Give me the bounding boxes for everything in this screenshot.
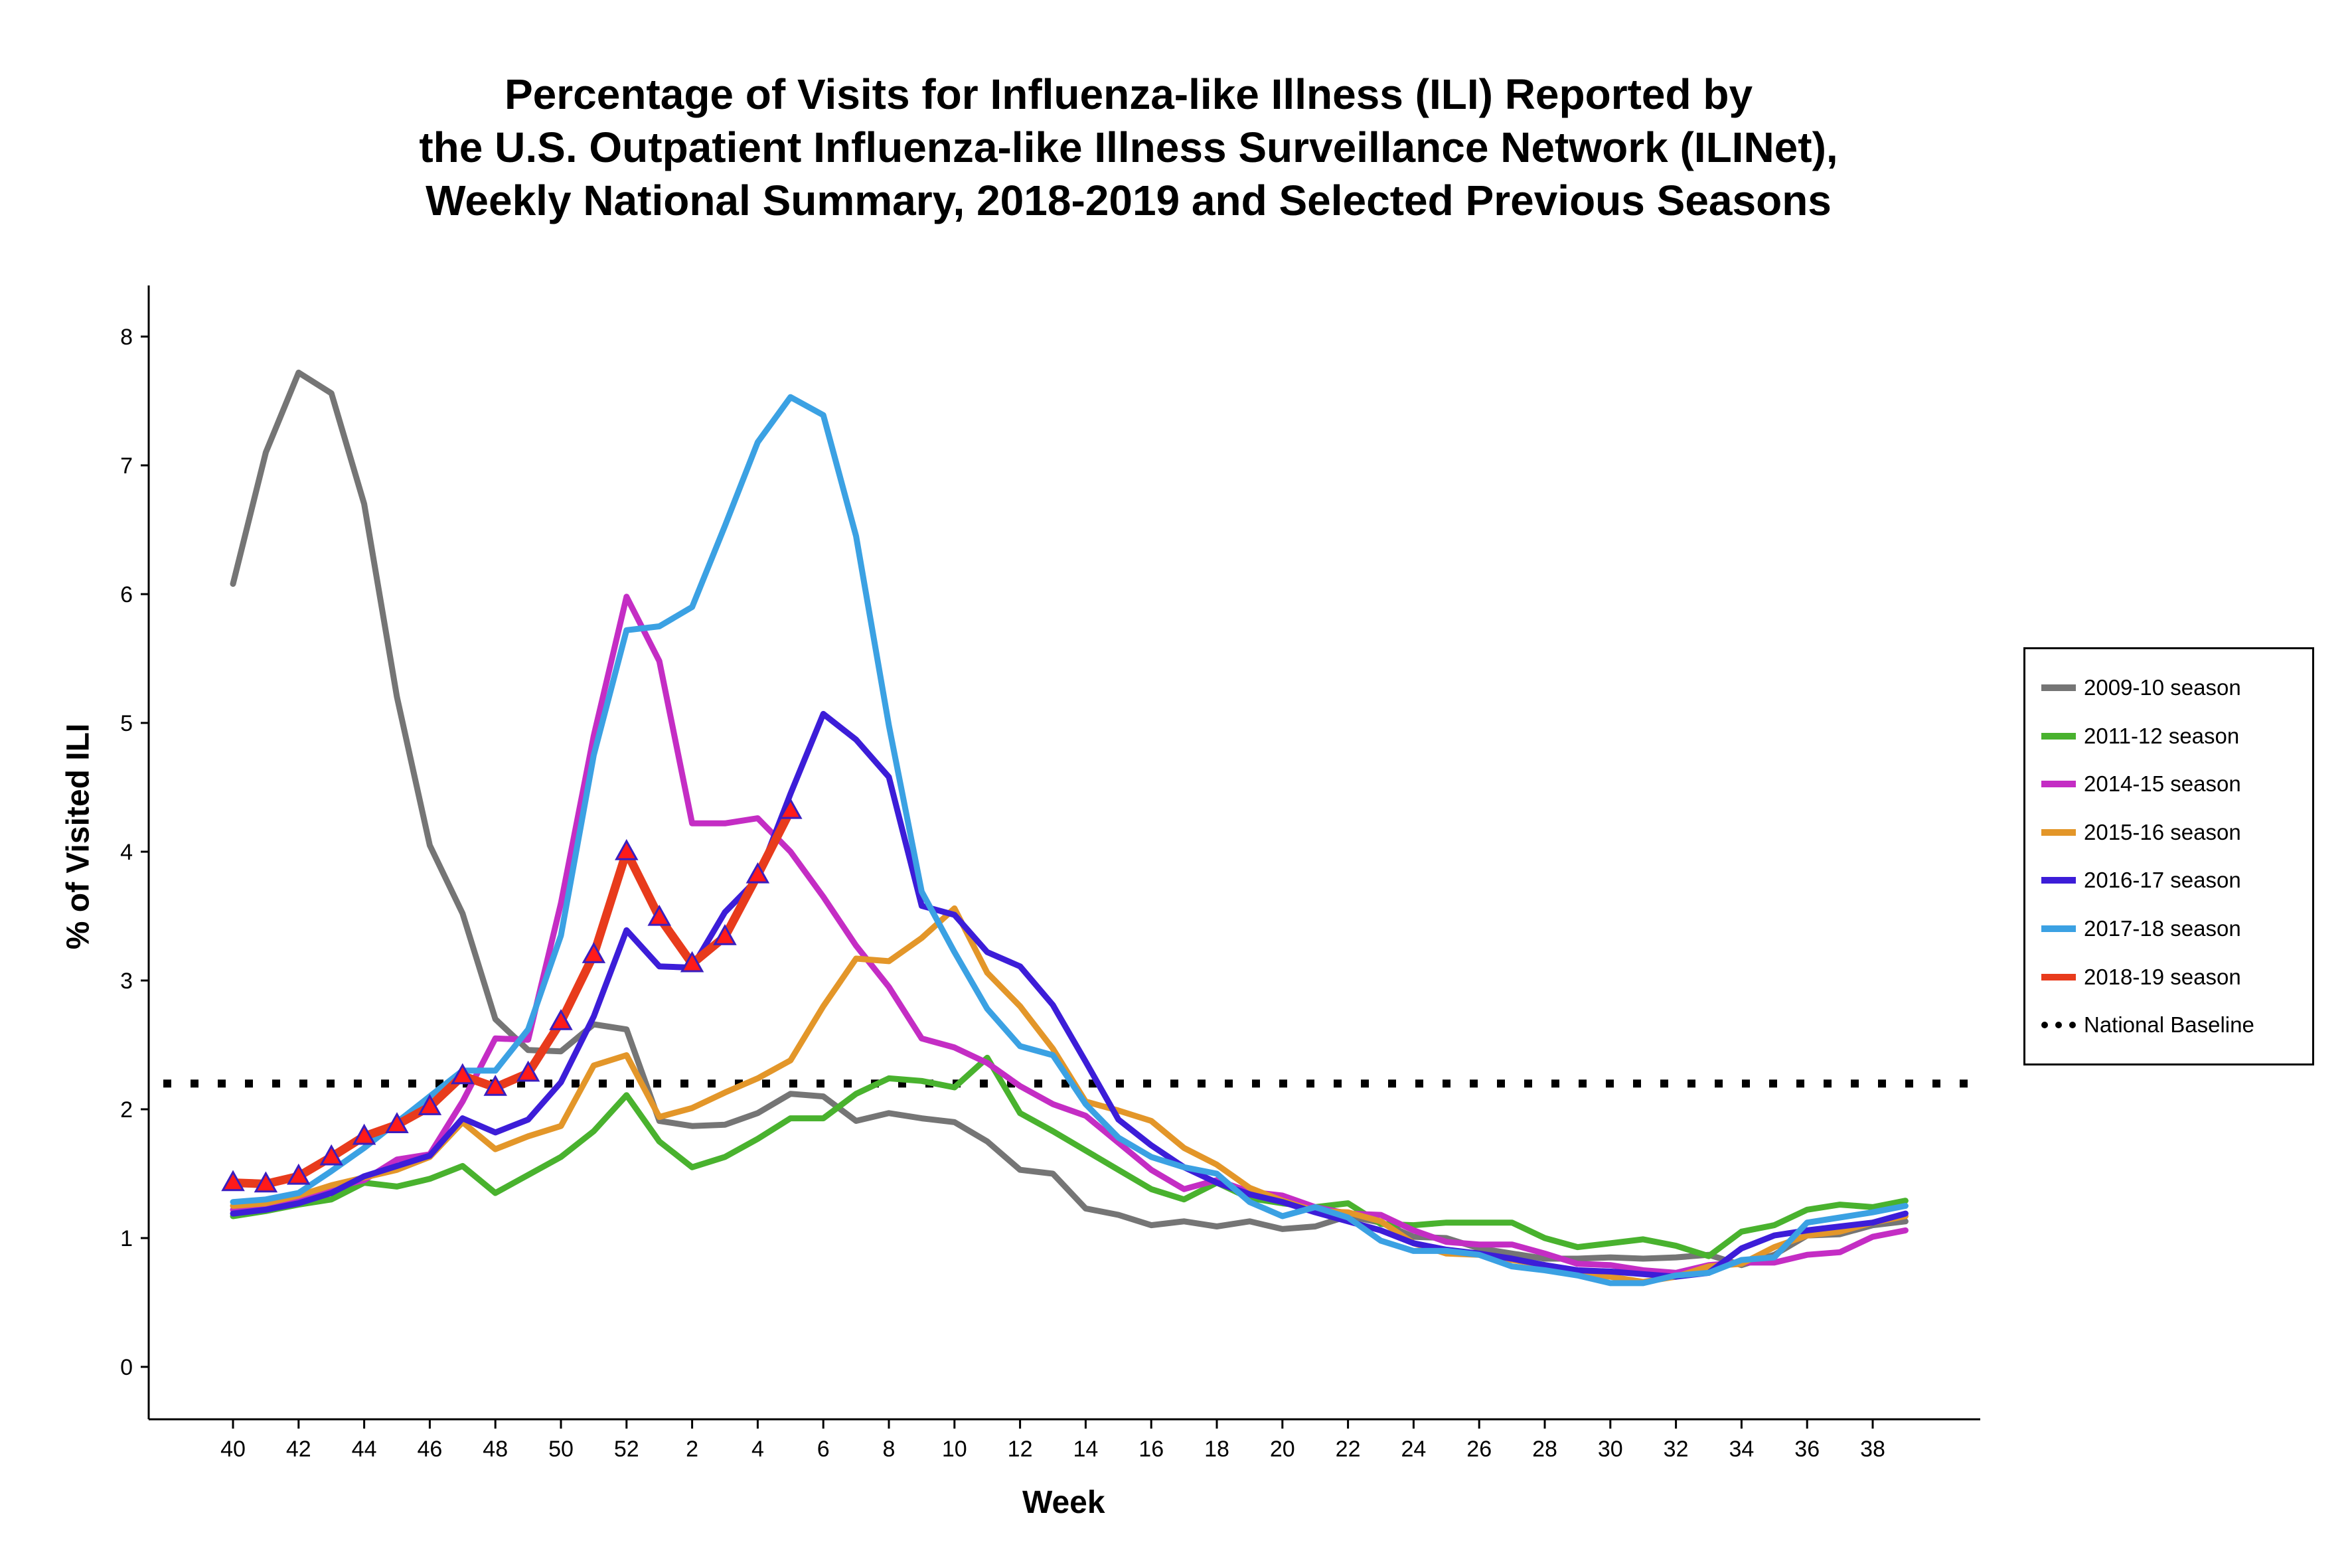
legend-item: 2014-15 season (2041, 771, 2241, 797)
data-point-marker (745, 862, 770, 884)
data-point-marker (582, 942, 606, 963)
legend-swatch (2041, 973, 2076, 980)
data-point-marker (254, 1171, 278, 1193)
legend-item: 2018-19 season (2041, 964, 2241, 990)
series-line-2014-15-season (230, 593, 1909, 1276)
legend-swatch (2041, 828, 2076, 836)
data-point-marker (483, 1074, 507, 1096)
data-point-marker (451, 1063, 475, 1085)
data-point-marker (385, 1112, 409, 1133)
series-layer (228, 369, 1909, 1287)
data-point-marker (779, 797, 803, 819)
x-tick-label: 8 (883, 1437, 896, 1462)
x-tick-label: 42 (286, 1437, 311, 1462)
chart-title-line-1: Percentage of Visits for Influenza-like … (504, 70, 1753, 118)
data-point-marker (319, 1144, 343, 1166)
x-tick-label: 4 (751, 1437, 764, 1462)
legend-item: 2009-10 season (2041, 674, 2241, 701)
y-tick-label: 3 (120, 969, 133, 994)
x-tick-label: 6 (817, 1437, 830, 1462)
data-point-marker (516, 1060, 540, 1082)
marker-layer (221, 797, 803, 1193)
legend-label: 2018-19 season (2084, 964, 2241, 989)
chart-title-line-2: the U.S. Outpatient Influenza-like Illne… (419, 123, 1838, 171)
legend-swatch (2041, 732, 2076, 740)
x-tick-label: 18 (1204, 1437, 1229, 1462)
y-tick-label: 6 (120, 582, 133, 607)
y-tick-label: 2 (120, 1097, 133, 1123)
legend-label: 2014-15 season (2084, 771, 2241, 797)
x-axis-title: Week (1022, 1485, 1105, 1520)
legend-item: National Baseline (2041, 1012, 2254, 1038)
data-point-marker (549, 1009, 573, 1030)
data-point-marker (713, 923, 737, 945)
data-point-marker (287, 1163, 311, 1185)
chart-title-line-3: Weekly National Summary, 2018-2019 and S… (426, 177, 1832, 224)
data-point-marker (680, 951, 704, 973)
series-line-2011-12-season (230, 1054, 1909, 1259)
x-tick-label: 2 (686, 1437, 698, 1462)
y-tick-label: 1 (120, 1226, 133, 1251)
x-tick-label: 50 (548, 1437, 574, 1462)
x-tick-label: 34 (1729, 1437, 1754, 1462)
x-tick-label: 20 (1270, 1437, 1295, 1462)
data-point-marker (221, 1170, 245, 1192)
y-tick-label: 5 (120, 711, 133, 736)
y-tick-label: 4 (120, 840, 133, 865)
x-tick-label: 14 (1073, 1437, 1098, 1462)
legend-label: National Baseline (2084, 1012, 2254, 1038)
y-axis-title: % of Visited ILI (60, 723, 96, 950)
x-tick-label: 22 (1336, 1437, 1361, 1462)
legend-label: 2009-10 season (2084, 675, 2241, 700)
legend-swatch (2041, 877, 2076, 884)
x-tick-label: 12 (1008, 1437, 1033, 1462)
x-tick-label: 38 (1860, 1437, 1885, 1462)
series-line-2015-16-season (230, 905, 1909, 1285)
x-tick-label: 44 (352, 1437, 377, 1462)
y-tick-label: 7 (120, 453, 133, 479)
data-point-marker (615, 838, 639, 860)
data-point-marker (352, 1123, 376, 1145)
y-tick-label: 8 (120, 325, 133, 350)
legend-label: 2011-12 season (2084, 723, 2240, 748)
legend-swatch (2041, 925, 2076, 932)
legend-item: 2016-17 season (2041, 867, 2241, 894)
x-tick-label: 16 (1138, 1437, 1164, 1462)
legend-label: 2015-16 season (2084, 819, 2241, 844)
x-tick-label: 28 (1532, 1437, 1557, 1462)
legend-baseline-swatch (2041, 1022, 2076, 1029)
data-point-marker (647, 904, 671, 926)
x-tick-label: 40 (220, 1437, 246, 1462)
legend-swatch (2041, 781, 2076, 788)
x-tick-label: 36 (1794, 1437, 1820, 1462)
legend: 2009-10 season 2011-12 season 2014-15 seas… (2023, 647, 2314, 1065)
series-line-2009-10-season (230, 369, 1909, 1269)
x-tick-label: 48 (483, 1437, 508, 1462)
x-tick-label: 52 (614, 1437, 639, 1462)
legend-item: 2015-16 season (2041, 819, 2241, 846)
legend-item: 2011-12 season (2041, 723, 2239, 749)
y-tick-label: 0 (120, 1355, 133, 1380)
x-tick-label: 10 (942, 1437, 967, 1462)
x-tick-label: 32 (1664, 1437, 1689, 1462)
legend-swatch (2041, 684, 2076, 691)
x-tick-label: 30 (1598, 1437, 1623, 1462)
x-tick-label: 26 (1466, 1437, 1492, 1462)
chart-title: Percentage of Visits for Influenza-like … (0, 68, 2257, 227)
legend-label: 2016-17 season (2084, 868, 2241, 893)
series-line-2017-18-season (230, 394, 1909, 1287)
series-line-2016-17-season (230, 710, 1909, 1280)
legend-item: 2017-18 season (2041, 915, 2241, 942)
x-tick-label: 46 (417, 1437, 442, 1462)
legend-label: 2017-18 season (2084, 916, 2241, 941)
x-tick-label: 24 (1401, 1437, 1426, 1462)
data-point-marker (418, 1094, 442, 1115)
